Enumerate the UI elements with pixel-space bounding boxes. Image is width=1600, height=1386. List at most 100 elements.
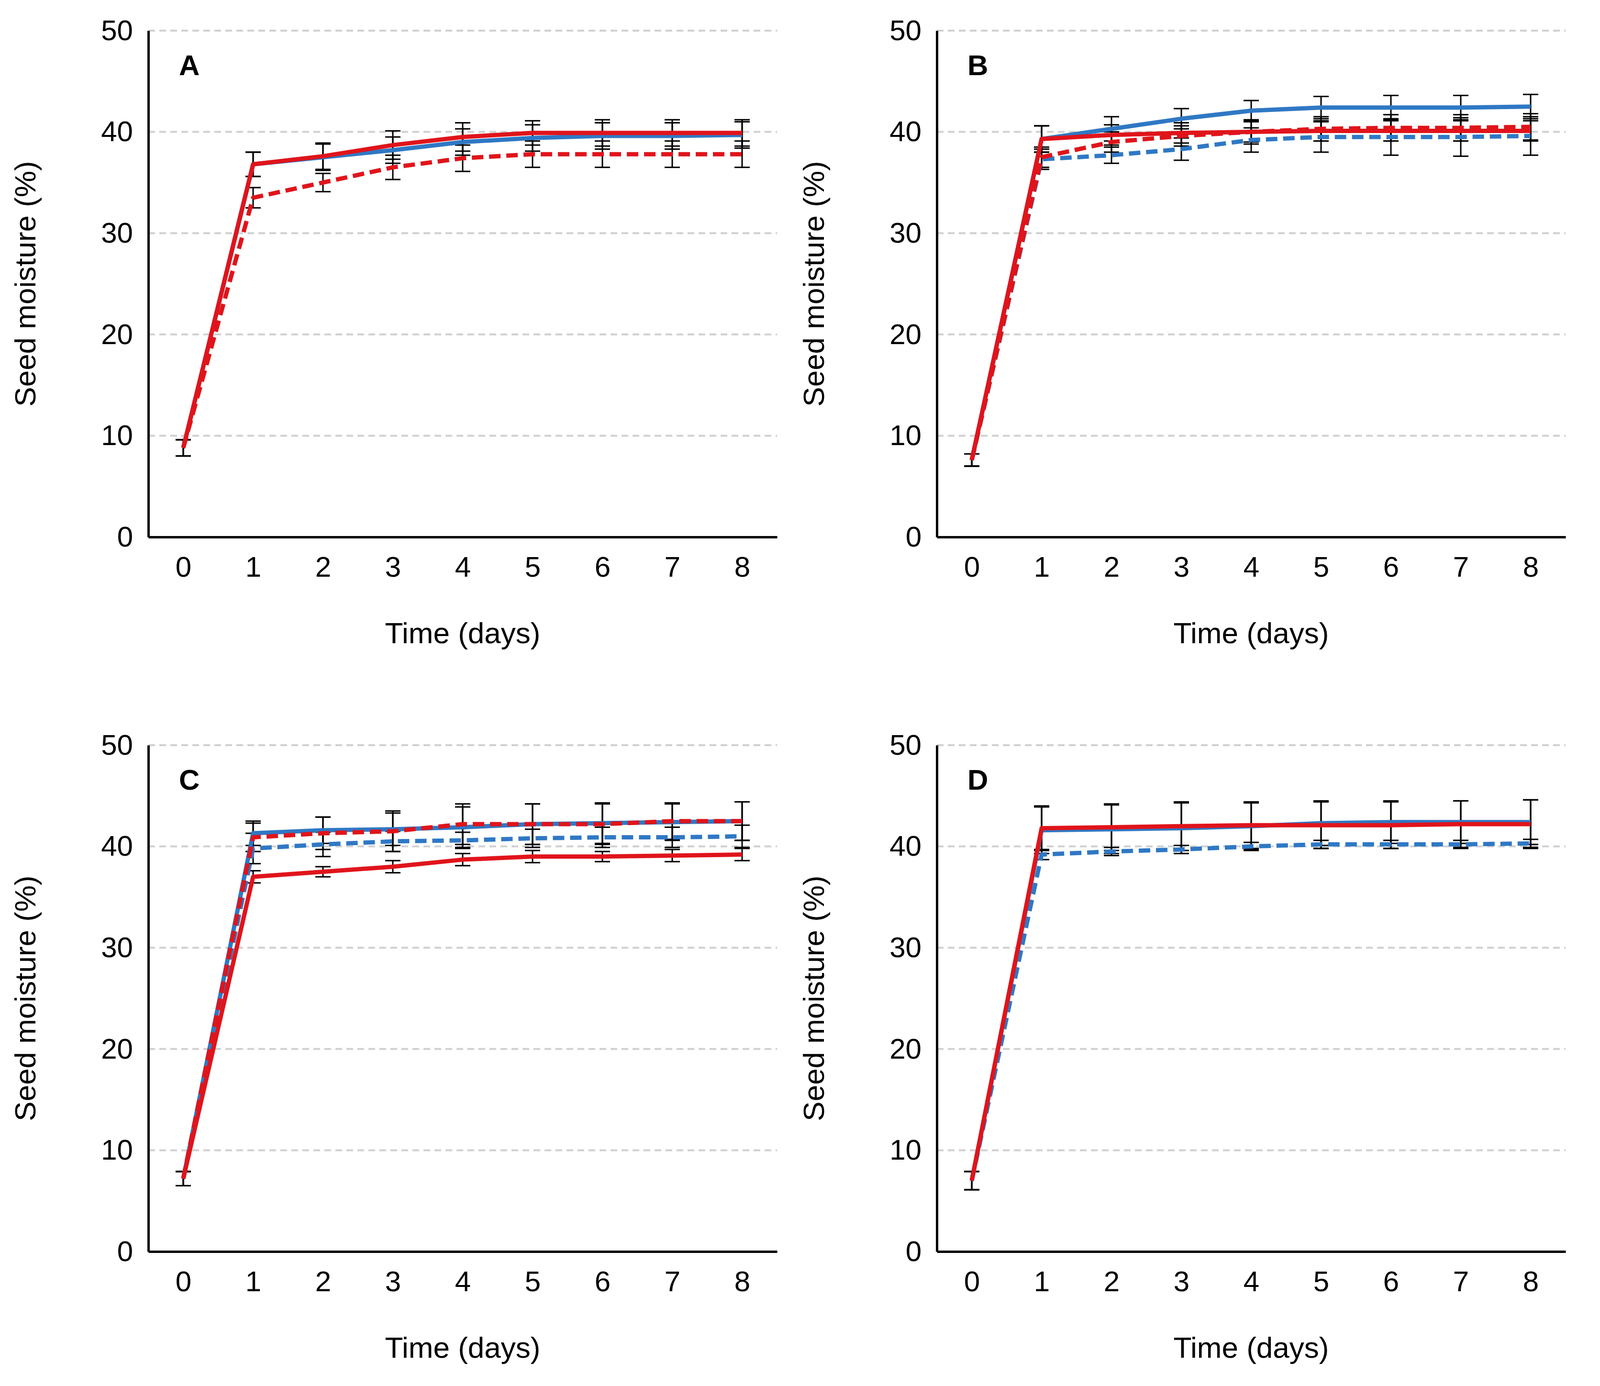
error-cap [175, 1184, 191, 1187]
tick-label: 20 [100, 1032, 134, 1065]
error-cap [1453, 140, 1469, 142]
error-cap [175, 1184, 191, 1187]
error-cap [1313, 151, 1329, 153]
error-cap [245, 820, 261, 822]
error-cap [734, 166, 750, 168]
error-cap [1103, 854, 1120, 856]
error-cap [1453, 800, 1469, 802]
y-axis-title: Seed moisture (%) [797, 160, 831, 407]
tick: 40 [100, 115, 149, 148]
series-line [183, 133, 743, 448]
error-cap [524, 166, 541, 168]
tick-label: 1 [245, 1265, 262, 1298]
error-cap [594, 850, 611, 853]
grid-line [148, 333, 778, 336]
tick-label: 0 [905, 520, 922, 553]
tick: 2 [1103, 1251, 1120, 1298]
error-cap [664, 801, 680, 804]
tick: 0 [175, 1251, 192, 1298]
plot-area [175, 801, 750, 1186]
tick: 4 [455, 536, 471, 583]
error-cap [315, 169, 331, 172]
y-axis: 01020304050 [889, 14, 937, 553]
grid-line [936, 946, 1566, 949]
tick-label: 4 [455, 550, 471, 583]
error-cap [455, 852, 471, 855]
grid-line [936, 1250, 1566, 1253]
tick-label: 50 [889, 728, 922, 761]
error-cap [245, 822, 261, 824]
error-cap [1173, 107, 1189, 110]
error-cap [315, 855, 331, 857]
tick-label: 1 [1033, 1265, 1050, 1298]
grid-line [148, 1047, 778, 1050]
axis-line [147, 745, 150, 1252]
error-cap [175, 455, 191, 457]
error-cap [1243, 849, 1259, 852]
error-cap [964, 465, 980, 467]
tick: 7 [664, 536, 681, 583]
tick: 0 [964, 536, 980, 583]
tick-label: 6 [594, 1265, 611, 1298]
error-cap [1313, 800, 1329, 802]
error-cap [1522, 93, 1539, 96]
error-cap [385, 850, 401, 853]
panel: 01234567801020304050DTime (days)Seed moi… [797, 728, 1567, 1364]
tick: 50 [889, 728, 937, 761]
tick: 10 [889, 1133, 937, 1166]
error-cap [1383, 154, 1399, 156]
error-cap [315, 865, 331, 867]
tick: 30 [100, 931, 149, 964]
error-cap [1103, 802, 1120, 805]
tick: 2 [1103, 536, 1120, 583]
error-cap [1243, 119, 1259, 121]
axis-line [148, 535, 778, 539]
tick: 7 [1453, 1251, 1469, 1298]
tick: 6 [1383, 536, 1400, 583]
tick: 4 [455, 1251, 471, 1298]
error-cap [594, 843, 611, 845]
error-cap [315, 848, 331, 850]
error-bars [175, 801, 750, 1186]
error-cap [1383, 847, 1399, 849]
y-axis: 01020304050 [100, 14, 149, 553]
error-cap [524, 843, 541, 845]
tick: 50 [100, 14, 149, 47]
plot-area [964, 799, 1539, 1190]
error-bars [175, 141, 750, 456]
panel-label: C [178, 763, 200, 796]
tick: 0 [905, 1234, 937, 1267]
grid-line [936, 535, 1566, 538]
axis-line [147, 31, 150, 538]
error-cap [964, 1188, 980, 1190]
error-cap [455, 843, 471, 845]
error-cap [455, 150, 471, 152]
error-cap [594, 166, 611, 168]
error-cap [455, 864, 471, 867]
error-bars [964, 113, 1539, 467]
grid-line [936, 232, 1566, 234]
error-bars [175, 848, 750, 1186]
error-cap [1522, 847, 1539, 849]
panel-label: D [967, 763, 989, 796]
error-cap [964, 1188, 980, 1190]
tick-label: 0 [905, 1234, 922, 1267]
tick: 10 [100, 419, 149, 452]
tick: 8 [734, 536, 751, 583]
series-line [183, 134, 743, 448]
tick-label: 40 [889, 829, 922, 862]
tick-label: 1 [245, 550, 262, 583]
error-cap [245, 207, 261, 209]
series-line [971, 126, 1531, 460]
error-cap [175, 1184, 191, 1187]
tick: 30 [889, 216, 937, 249]
error-cap [1522, 799, 1539, 801]
x-axis: 012345678 [937, 1251, 1567, 1298]
error-bars [964, 120, 1539, 467]
grid-line [936, 29, 1566, 32]
error-cap [664, 848, 680, 850]
error-cap [1383, 94, 1399, 97]
tick: 30 [100, 216, 149, 249]
error-cap [1313, 115, 1329, 118]
tick-label: 8 [734, 1265, 751, 1298]
